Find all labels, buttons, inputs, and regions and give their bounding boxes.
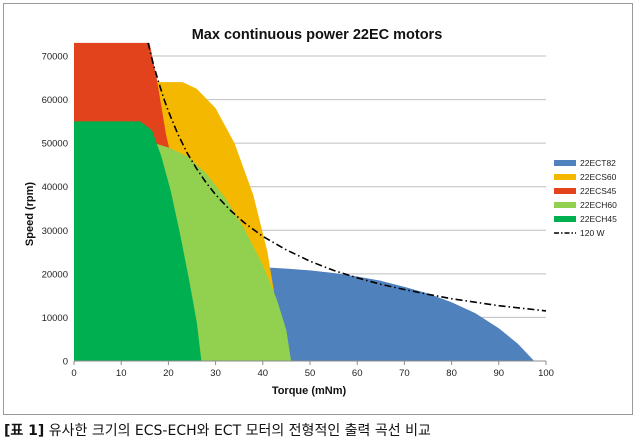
y-tick-label: 10000 (42, 313, 68, 324)
series-line-120-w (147, 42, 547, 312)
x-tick-label: 0 (71, 368, 76, 379)
x-tick-label: 60 (352, 368, 363, 379)
legend-label-22ech45: 22ECH45 (580, 214, 617, 224)
y-tick-label: 60000 (42, 95, 68, 106)
legend-swatch-22ech60 (554, 202, 576, 208)
legend-label-120-w: 120 W (580, 228, 605, 238)
tick-labels: 0 10000 20000 30000 40000 50000 60000 70000 0 10 2… (42, 52, 554, 380)
y-tick-label: 30000 (42, 226, 68, 237)
x-tick-label: 80 (446, 368, 457, 379)
legend-swatch-22ecs60 (554, 174, 576, 180)
y-axis-label: Speed (rpm) (24, 182, 36, 247)
x-tick-label: 40 (258, 368, 269, 379)
legend: 22ECT82 22ECS60 22ECS45 22ECH60 22ECH45 120 W (554, 158, 617, 238)
y-tick-label: 40000 (42, 182, 68, 193)
series-area-22ech45 (74, 121, 202, 362)
x-tick-label: 20 (163, 368, 174, 379)
figure-caption: [표 1] 유사한 크기의 ECS-ECH와 ECT 모터의 전형적인 출력 곡… (4, 420, 634, 442)
x-axis-label: Torque (mNm) (272, 385, 347, 397)
legend-swatch-22ecs45 (554, 188, 576, 194)
x-tick-label: 10 (116, 368, 127, 379)
y-tick-label: 50000 (42, 139, 68, 150)
legend-label-22ech60: 22ECH60 (580, 200, 617, 210)
legend-swatch-22ech45 (554, 216, 576, 222)
x-tick-label: 30 (210, 368, 221, 379)
x-tick-label: 90 (494, 368, 505, 379)
legend-label-22ecs60: 22ECS60 (580, 172, 617, 182)
legend-label-22ect82: 22ECT82 (580, 158, 616, 168)
axes (73, 360, 547, 365)
x-tick-label: 50 (305, 368, 316, 379)
x-tick-label: 100 (538, 368, 554, 379)
legend-label-22ecs45: 22ECS45 (580, 186, 617, 196)
caption-prefix: [표 1] (4, 423, 45, 439)
y-tick-label: 0 (63, 357, 68, 368)
legend-swatch-22ect82 (554, 160, 576, 166)
series-layer (74, 42, 547, 362)
chart-title: Max continuous power 22EC motors (192, 27, 443, 43)
y-tick-label: 20000 (42, 269, 68, 280)
caption-text: 유사한 크기의 ECS-ECH와 ECT 모터의 전형적인 출력 곡선 비교 (44, 423, 431, 439)
x-tick-label: 70 (399, 368, 410, 379)
y-tick-label: 70000 (42, 52, 68, 63)
